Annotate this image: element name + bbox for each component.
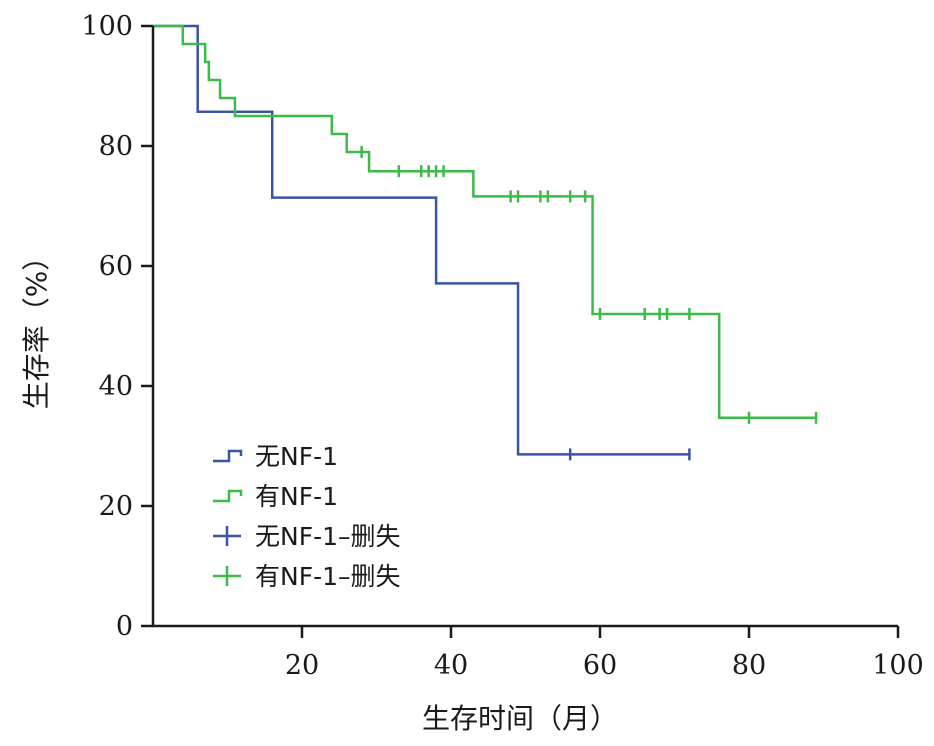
legend-item: 无NF-1–删失: [213, 522, 401, 551]
series-line-0: [153, 24, 690, 456]
y-tick-label: 60: [99, 251, 133, 282]
axes: [151, 26, 898, 628]
legend-item: 有NF-1: [213, 482, 338, 511]
plot-lines: [153, 24, 818, 461]
x-axis-title: 生存时间（月）: [422, 702, 618, 735]
legend-step-swatch: [213, 489, 243, 503]
x-tick-label: 40: [434, 650, 468, 681]
y-tick-label: 100: [81, 11, 133, 42]
x-tick-label: 20: [285, 650, 319, 681]
legend-item: 有NF-1–删失: [213, 562, 401, 591]
y-tick-label: 80: [99, 131, 133, 162]
series-line-1: [153, 24, 817, 420]
y-tick-label: 0: [116, 611, 133, 642]
x-tick-label: 80: [732, 650, 766, 681]
y-tick-label: 40: [99, 371, 133, 402]
legend-label: 有NF-1–删失: [255, 562, 401, 591]
x-tick-label: 100: [872, 650, 924, 681]
legend-label: 无NF-1: [255, 442, 338, 471]
y-tick-label: 20: [99, 491, 133, 522]
ticks: 0 20 40 60 80 100 20 40 60 80 100: [81, 11, 923, 681]
legend-label: 有NF-1: [255, 482, 338, 511]
x-tick-label: 60: [583, 650, 617, 681]
y-axis-title: 生存率（%）: [20, 243, 53, 410]
legend-item: 无NF-1: [213, 442, 338, 471]
legend-step-swatch: [213, 449, 243, 463]
legend-label: 无NF-1–删失: [255, 522, 401, 551]
